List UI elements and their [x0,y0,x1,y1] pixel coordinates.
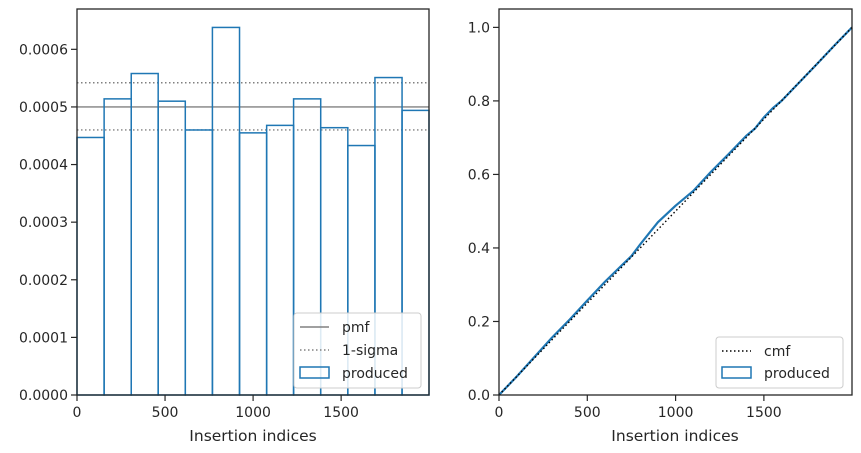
right-legend: cmf produced [715,336,844,389]
left-y-tick-label: 0.0001 [19,330,68,346]
left-y-tick-label: 0.0004 [19,158,68,174]
histogram-bin [265,124,295,396]
left-y-tick-label: 0.0005 [19,100,68,116]
legend-produced-handle [299,366,330,379]
left-x-ticks: 0 500 1000 1500 [73,395,359,421]
left-x-axis-label: Insertion indices [189,427,316,445]
right-y-tick-label: 0.4 [468,241,490,257]
histogram-bin [130,72,159,396]
left-y-tick-label: 0.0002 [19,273,68,289]
right-y-tick-label: 0.6 [468,167,490,183]
legend-sigma-label: 1-sigma [342,343,398,359]
left-x-tick-label: 1500 [323,405,359,421]
left-y-tick-label: 0.0006 [19,42,68,58]
legend-cmf-label: cmf [764,344,791,360]
left-y-tick-label: 0.0000 [19,388,68,404]
right-x-tick-label: 1000 [658,405,694,421]
legend-produced-handle-right [721,366,752,379]
cmf-series [498,26,853,396]
left-x-tick-label: 1000 [235,405,271,421]
histogram-bin [184,129,214,396]
legend-produced-label-right: produced [764,366,830,382]
left-y-ticks: 0.0000 0.0001 0.0002 0.0003 0.0004 0.0005 0.00… [19,42,77,404]
right-x-tick-label: 500 [574,405,601,421]
histogram-bin [76,136,105,396]
right-plot-area [498,26,853,396]
left-legend-box [293,312,422,389]
legend-produced-label: produced [342,366,408,382]
right-y-tick-label: 0.0 [468,388,490,404]
right-x-axis-label: Insertion indices [611,427,738,445]
right-y-tick-label: 0.2 [468,314,490,330]
right-x-tick-label: 1500 [746,405,782,421]
left-x-tick-label: 0 [73,405,82,421]
left-y-tick-label: 0.0003 [19,215,68,231]
legend-pmf-label: pmf [342,320,371,336]
histogram-bin [157,100,187,396]
right-y-tick-label: 0.8 [468,94,490,110]
right-x-ticks: 0 500 1000 1500 [495,395,782,421]
cmf-panel: 0.0 0.2 0.4 0.6 0.8 1.0 0 500 1000 1500 Insertio… [468,8,853,445]
left-x-tick-label: 500 [152,405,179,421]
left-legend: pmf 1-sigma produced [293,312,422,389]
histogram-bin [238,132,268,396]
right-legend-box [715,336,844,389]
histogram-bin [103,98,132,396]
pmf-histogram-panel: 0.0000 0.0001 0.0002 0.0003 0.0004 0.0005 0.00… [19,8,430,445]
produced-series [498,26,853,396]
right-x-tick-label: 0 [495,405,504,421]
right-y-ticks: 0.0 0.2 0.4 0.6 0.8 1.0 [468,20,499,404]
right-y-tick-label: 1.0 [468,20,490,36]
